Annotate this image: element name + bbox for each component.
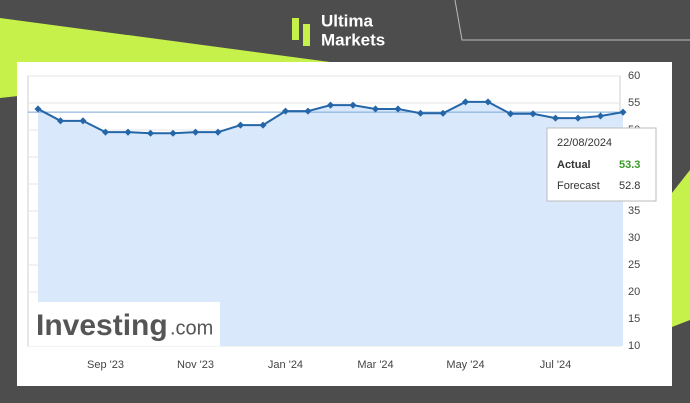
y-tick-label: 25 [628, 259, 640, 271]
y-tick-label: 15 [628, 313, 640, 325]
brand-text: Markets [321, 30, 385, 49]
area [38, 101, 623, 346]
point [461, 98, 470, 106]
point [506, 110, 515, 118]
tooltip-value: 53.3 [619, 159, 640, 171]
x-tick-label: Sep '23 [87, 359, 124, 371]
point [349, 101, 357, 109]
x-tick-label: Jul '24 [540, 359, 571, 371]
logo-bar [303, 24, 310, 46]
x-tick-label: May '24 [446, 359, 484, 371]
logo-bar [292, 18, 299, 40]
point [259, 121, 267, 129]
decor-line [454, 0, 690, 41]
tooltip: 22/08/2024 Actual 53.3 Forecast 52.8 [546, 127, 657, 202]
point [236, 121, 245, 129]
tooltip-label: Forecast [557, 180, 600, 192]
y-tick-label: 30 [628, 232, 640, 244]
y-tick-label: 20 [628, 286, 640, 298]
point [124, 128, 132, 136]
watermark: Investing .com [29, 302, 220, 346]
watermark-text: .com [170, 317, 213, 339]
point [146, 129, 155, 137]
watermark-box [29, 302, 220, 346]
point [529, 110, 537, 118]
point [371, 105, 380, 113]
tooltip-box [546, 127, 657, 202]
point [551, 114, 560, 122]
point [304, 107, 312, 115]
point [484, 98, 492, 106]
point [214, 128, 222, 136]
x-tick-label: Jan '24 [268, 359, 303, 371]
watermark-text: Investing [36, 309, 168, 342]
point [281, 107, 290, 115]
brand-text: Ultima [321, 11, 374, 30]
point [169, 129, 177, 137]
point [439, 109, 447, 117]
point [191, 128, 200, 136]
point [101, 128, 110, 136]
point [416, 109, 425, 117]
y-tick-label: 35 [628, 205, 640, 217]
tooltip-date: 22/08/2024 [557, 137, 612, 149]
logo: Ultima Markets [292, 11, 385, 49]
x-tick-label: Nov '23 [177, 359, 214, 371]
point [574, 114, 582, 122]
x-tick-label: Mar '24 [357, 359, 393, 371]
y-tick-label: 60 [628, 70, 640, 82]
point [326, 101, 335, 109]
point [619, 108, 627, 116]
tooltip-value: 52.8 [619, 180, 640, 192]
tooltip-label: Actual [557, 159, 591, 171]
point [596, 112, 605, 120]
point [394, 105, 402, 113]
y-tick-label: 55 [628, 97, 640, 109]
y-tick-label: 10 [628, 340, 640, 352]
point [79, 117, 87, 125]
